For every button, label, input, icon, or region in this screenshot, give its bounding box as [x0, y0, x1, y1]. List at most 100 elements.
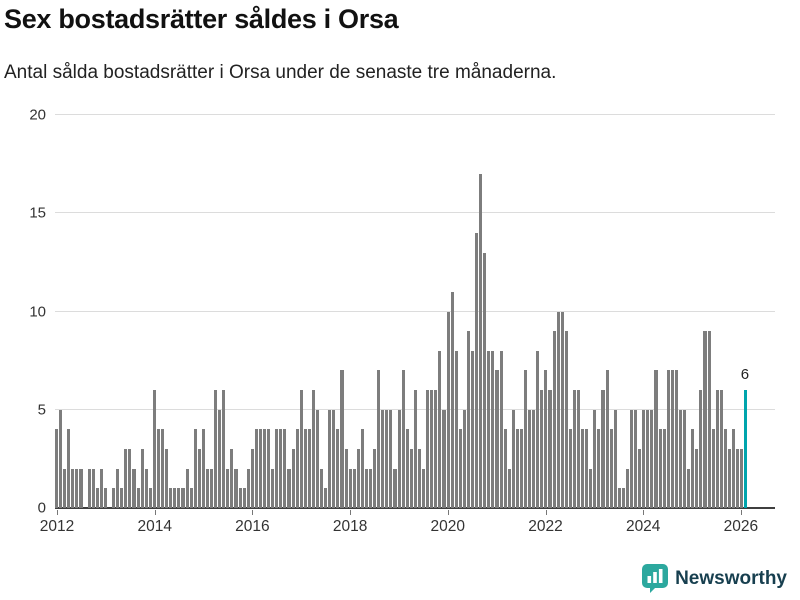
bar — [197, 449, 201, 508]
bar — [507, 468, 511, 508]
bar — [568, 429, 572, 508]
bar — [642, 409, 646, 508]
bar — [254, 429, 258, 508]
x-tick-mark — [57, 510, 59, 515]
bar — [670, 370, 674, 508]
bar — [283, 429, 287, 508]
bar — [218, 409, 222, 508]
bar — [381, 409, 385, 508]
bar — [332, 409, 336, 508]
bar — [79, 468, 83, 508]
bar — [116, 468, 120, 508]
bar — [417, 449, 422, 508]
bar — [715, 390, 719, 508]
bar — [711, 429, 715, 508]
x-axis-label: 2022 — [528, 518, 563, 535]
bar — [560, 311, 564, 508]
bar — [666, 370, 670, 508]
bar — [385, 409, 389, 508]
bar — [548, 390, 552, 508]
bar — [695, 449, 699, 508]
bar — [369, 468, 373, 508]
bar — [389, 409, 393, 508]
bar — [271, 468, 275, 508]
bar — [307, 429, 311, 508]
bar — [532, 409, 536, 508]
bar — [491, 350, 495, 508]
bar — [536, 350, 540, 508]
bar — [523, 370, 528, 508]
bar — [691, 429, 695, 508]
bar — [613, 409, 617, 508]
bar — [426, 390, 430, 508]
bar — [646, 409, 650, 508]
bar — [405, 429, 409, 508]
bar — [434, 390, 438, 508]
bar — [59, 409, 63, 508]
bar — [462, 409, 466, 508]
bars: 2012 2014 2016 2018 2020 2022 2024 2026 6 — [40, 115, 758, 535]
bar — [344, 449, 348, 508]
bar — [75, 468, 79, 508]
bar — [658, 429, 662, 508]
x-tick-mark — [252, 510, 254, 515]
bar — [152, 390, 156, 508]
bar — [185, 468, 189, 508]
bar — [458, 429, 462, 508]
bar — [222, 390, 226, 508]
bar — [267, 429, 271, 508]
bar — [311, 390, 315, 508]
bar — [593, 409, 597, 508]
page-title: Sex bostadsrätter såldes i Orsa — [4, 4, 399, 34]
bar — [112, 488, 116, 508]
bar — [585, 429, 589, 508]
bar — [581, 429, 585, 508]
bar — [230, 449, 234, 508]
bar — [177, 488, 181, 508]
x-tick-mark — [545, 510, 547, 515]
bar — [687, 468, 691, 508]
bar — [634, 409, 638, 508]
x-axis-label: 2024 — [625, 518, 661, 535]
bar — [193, 429, 197, 508]
bar — [519, 429, 523, 508]
bar — [674, 370, 678, 508]
bar — [324, 488, 328, 508]
y-axis-label: 0 — [37, 499, 46, 517]
bar — [397, 409, 401, 508]
bar — [617, 488, 621, 508]
x-tick-mark — [350, 510, 352, 515]
gridline — [55, 310, 775, 312]
bar — [475, 232, 479, 508]
x-axis-label: 2018 — [332, 518, 368, 535]
page-subtitle: Antal sålda bostadsrätter i Orsa under d… — [4, 62, 557, 83]
bar — [234, 468, 238, 508]
bar — [364, 468, 369, 508]
bar — [67, 429, 71, 508]
bar — [577, 390, 581, 508]
bar — [258, 429, 262, 508]
bar — [609, 429, 613, 508]
newsworthy-wordmark: Newsworthy — [675, 567, 787, 589]
bar — [556, 311, 560, 508]
bar — [120, 488, 124, 508]
bar — [348, 468, 352, 508]
bar — [393, 468, 397, 508]
x-axis-label: 2020 — [430, 518, 466, 535]
bar — [572, 390, 576, 508]
bar — [678, 409, 683, 508]
bar — [328, 409, 332, 508]
bar — [340, 370, 344, 508]
bar — [723, 429, 727, 508]
bar — [246, 468, 250, 508]
bar — [63, 468, 67, 508]
bar — [181, 488, 185, 508]
highlighted-bar — [744, 390, 748, 508]
bar — [71, 468, 75, 508]
bar — [144, 468, 148, 508]
bar — [650, 409, 654, 508]
newsworthy-logo[interactable]: Newsworthy — [642, 564, 787, 593]
bar — [630, 409, 634, 508]
gridline — [55, 212, 775, 214]
plot-area: 2012 2014 2016 2018 2020 2022 2024 2026 6 0 5 10 15… — [29, 107, 775, 535]
